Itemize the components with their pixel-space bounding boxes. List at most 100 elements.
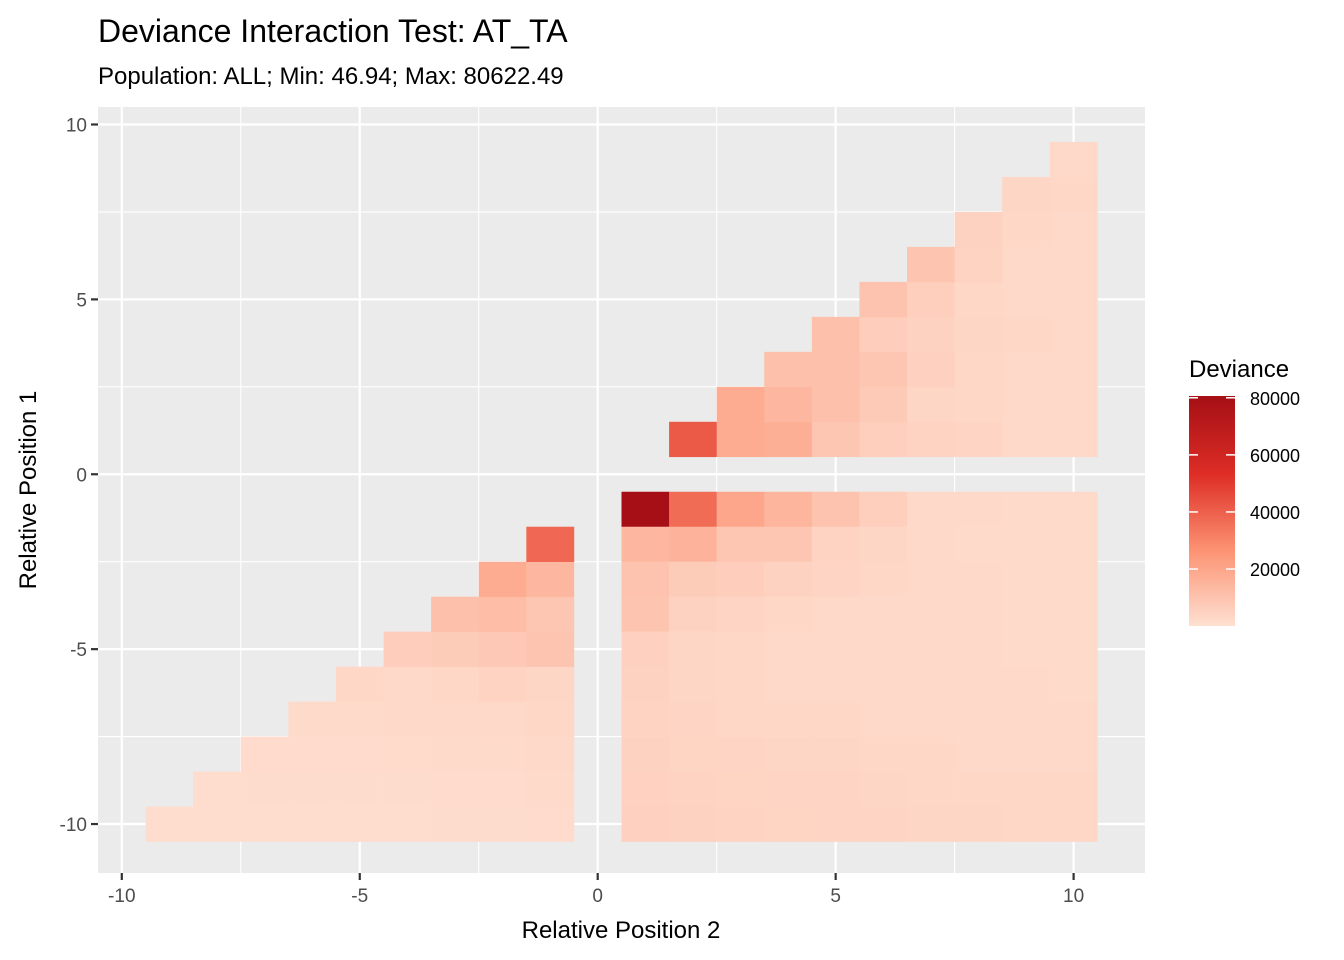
heatmap-cell <box>621 596 670 632</box>
heatmap-cell <box>1002 806 1051 842</box>
x-tick-label: -10 <box>108 886 135 907</box>
heatmap-cell <box>811 316 860 353</box>
heatmap-cell <box>1049 491 1098 528</box>
heatmap-cell <box>811 526 860 563</box>
heatmap-cell <box>1049 771 1098 807</box>
heatmap-cell <box>288 701 337 737</box>
heatmap-cell <box>335 771 384 807</box>
y-tick-label: 5 <box>76 290 87 311</box>
heatmap-cell <box>1049 596 1098 632</box>
heatmap-cell <box>954 246 1003 283</box>
heatmap-cell <box>954 701 1003 737</box>
legend-colorbar <box>1189 396 1235 626</box>
heatmap-cell <box>811 631 860 667</box>
heatmap-cell <box>478 561 527 597</box>
heatmap-cell <box>431 666 480 702</box>
x-tick-label: 10 <box>1063 886 1084 907</box>
heatmap-cell <box>526 771 575 807</box>
heatmap-cell <box>431 806 480 842</box>
heatmap-cell <box>954 631 1003 667</box>
heatmap-cell <box>907 351 955 388</box>
heatmap-cell <box>1049 386 1098 423</box>
heatmap-cell <box>145 806 194 842</box>
heatmap-cell <box>811 561 860 597</box>
heatmap-cell <box>669 701 717 737</box>
heatmap-cell <box>621 736 670 772</box>
heatmap-cell <box>621 771 670 807</box>
heatmap-cell <box>288 771 337 807</box>
heatmap-cell <box>288 806 337 842</box>
heatmap-cell <box>1002 281 1051 318</box>
heatmap-cell <box>1002 526 1051 563</box>
heatmap-cell <box>669 596 717 632</box>
heatmap-cell <box>954 771 1003 807</box>
heatmap-cell <box>621 666 670 702</box>
heatmap-cell <box>764 631 813 667</box>
heatmap-cell <box>716 491 765 528</box>
heatmap-cell <box>1049 281 1098 318</box>
heatmap-cell <box>859 666 908 702</box>
heatmap-cell <box>954 211 1003 248</box>
heatmap-cell <box>478 596 527 632</box>
heatmap-cell <box>907 491 955 528</box>
heatmap-cell <box>335 736 384 772</box>
heatmap-cell <box>764 736 813 772</box>
heatmap-cell <box>478 666 527 702</box>
heatmap-cell <box>1002 246 1051 283</box>
heatmap-cell <box>716 526 765 563</box>
heatmap-cell <box>1002 736 1051 772</box>
heatmap-cell <box>193 806 242 842</box>
legend-break-label: 20000 <box>1250 560 1300 580</box>
heatmap-cell <box>383 771 432 807</box>
heatmap-cell <box>954 666 1003 702</box>
heatmap-cell <box>669 491 717 528</box>
heatmap-cell <box>764 526 813 563</box>
heatmap-cell <box>811 701 860 737</box>
heatmap-cell <box>1002 421 1051 458</box>
heatmap-cell <box>1049 421 1098 458</box>
heatmap-cell <box>431 631 480 667</box>
y-axis-ticks: -10 -5 0 5 10 <box>60 115 98 836</box>
heatmap-cell <box>764 351 813 388</box>
heatmap-cell <box>811 771 860 807</box>
y-tick-label: -5 <box>70 640 87 661</box>
heatmap-cell <box>1049 316 1098 353</box>
heatmap-cell <box>1049 211 1098 248</box>
x-axis-title: Relative Position 2 <box>522 917 721 944</box>
heatmap-cell <box>954 806 1003 842</box>
heatmap-cell <box>716 666 765 702</box>
heatmap-cell <box>859 736 908 772</box>
heatmap-cell <box>1049 701 1098 737</box>
heatmap-cell <box>1002 386 1051 423</box>
heatmap-cell <box>1049 526 1098 563</box>
heatmap-cell <box>859 701 908 737</box>
heatmap-cell <box>669 771 717 807</box>
heatmap-cell <box>907 736 955 772</box>
heatmap-cell <box>431 701 480 737</box>
heatmap-cell <box>240 806 289 842</box>
heatmap-cell <box>811 596 860 632</box>
heatmap-cell <box>335 701 384 737</box>
heatmap-cell <box>1002 701 1051 737</box>
x-tick-label: 5 <box>830 886 841 907</box>
heatmap-cell <box>907 666 955 702</box>
heatmap-cell <box>1049 736 1098 772</box>
heatmap-cell <box>383 666 432 702</box>
heatmap-cell <box>716 561 765 597</box>
heatmap-cell <box>1049 141 1098 178</box>
heatmap-cell <box>669 526 717 563</box>
heatmap-cell <box>954 491 1003 528</box>
heatmap-cell <box>764 666 813 702</box>
heatmap-cell <box>669 736 717 772</box>
heatmap-cell <box>907 806 955 842</box>
heatmap-cell <box>526 561 575 597</box>
heatmap-cell <box>859 281 908 318</box>
heatmap-cell <box>811 736 860 772</box>
heatmap-cell <box>859 526 908 563</box>
x-axis-ticks: -10 -5 0 5 10 <box>108 873 1084 907</box>
heatmap-cell <box>669 631 717 667</box>
heatmap-cell <box>383 736 432 772</box>
heatmap-cell <box>907 281 955 318</box>
chart-subtitle: Population: ALL; Min: 46.94; Max: 80622.… <box>98 63 564 90</box>
